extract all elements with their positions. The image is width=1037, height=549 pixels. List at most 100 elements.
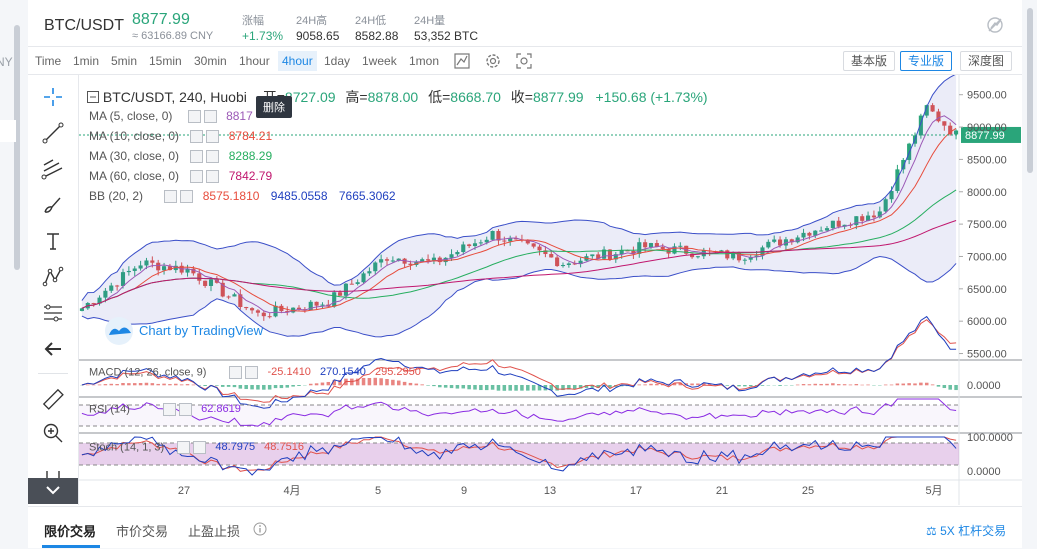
chart-toolbar: Time 1min 5min 15min 30min 1hour 4hour 1…: [28, 47, 1022, 75]
indicator-ma10[interactable]: MA (10, close, 0) 8784.21: [89, 129, 272, 143]
right-scrollbar[interactable]: [1027, 8, 1033, 173]
settings-icon[interactable]: [190, 150, 203, 163]
macd-histogram-bar: [573, 385, 577, 389]
macd-histogram-bar: [133, 383, 137, 385]
time-axis-label: 17: [630, 485, 642, 497]
close-icon[interactable]: [206, 130, 219, 143]
settings-icon[interactable]: [177, 441, 190, 454]
indicator-label: MACD (12, 26, close, 9): [89, 366, 206, 378]
low-label: 低=: [428, 89, 450, 105]
macd-histogram-bar: [907, 383, 911, 385]
time-axis-label: 25: [802, 485, 814, 497]
close-icon[interactable]: [204, 110, 217, 123]
macd-histogram-bar: [250, 385, 254, 389]
timeframe-30min[interactable]: 30min: [194, 54, 227, 68]
macd-histogram-bar: [244, 385, 248, 389]
indicators-icon[interactable]: [452, 51, 472, 71]
macd-histogram-bar: [397, 381, 401, 386]
brush-icon[interactable]: [41, 193, 65, 217]
indicator-ma60[interactable]: MA (60, close, 0) 7842.79: [89, 169, 272, 183]
timeframe-1hour[interactable]: 1hour: [239, 54, 270, 68]
high-label: 高=: [345, 89, 367, 105]
pattern-icon[interactable]: [41, 265, 65, 289]
macd-histogram-bar: [473, 385, 477, 390]
trading-panel: BTC/USDT 8877.99 ≈ 63166.89 CNY 涨幅 +1.73…: [28, 0, 1022, 548]
macd-histogram-bar: [902, 384, 906, 386]
settings-icon[interactable]: [190, 130, 203, 143]
info-icon[interactable]: [253, 522, 267, 536]
timeframe-4hour[interactable]: 4hour: [278, 51, 317, 71]
fib-retracement-icon[interactable]: [41, 157, 65, 181]
close-icon[interactable]: [193, 441, 206, 454]
tab-market-order[interactable]: 市价交易: [116, 521, 168, 540]
macd-histogram-bar: [643, 384, 647, 385]
collapse-toolbar-button[interactable]: [28, 478, 78, 504]
price-axis-label: 6000.00: [967, 316, 1007, 328]
indicator-ma30[interactable]: MA (30, close, 0) 8288.29: [89, 149, 272, 163]
indicator-rsi[interactable]: RSI (14) 62.8619: [89, 403, 241, 416]
macd-histogram-bar: [121, 383, 125, 385]
stat-value-low: 8582.88: [355, 29, 398, 43]
macd-histogram-bar: [456, 385, 460, 389]
indicator-stoch[interactable]: Stoch (14, 1, 3) 48.7975 48.7516: [89, 441, 304, 454]
price-axis-label: 9000.00: [967, 122, 1007, 134]
zoom-in-icon[interactable]: [41, 421, 65, 445]
macd-histogram-bar: [485, 385, 489, 390]
chart-settings-off-icon[interactable]: [986, 16, 1004, 34]
settings-icon[interactable]: [164, 190, 177, 203]
view-pro-button[interactable]: 专业版: [900, 51, 952, 71]
settings-icon[interactable]: [190, 170, 203, 183]
ruler-icon[interactable]: [41, 387, 65, 411]
settings-icon[interactable]: [229, 366, 242, 379]
close-icon[interactable]: [206, 150, 219, 163]
timeframe-1week[interactable]: 1week: [362, 54, 397, 68]
text-tool-icon[interactable]: [41, 229, 65, 253]
view-depth-button[interactable]: 深度图: [960, 51, 1012, 71]
price-axis-label: 8500.00: [967, 154, 1007, 166]
screenshot-icon[interactable]: [514, 51, 534, 71]
close-icon[interactable]: [206, 170, 219, 183]
prediction-icon[interactable]: [41, 301, 65, 325]
macd-histogram-bar: [884, 385, 888, 386]
indicator-label: RSI (14): [89, 403, 130, 415]
macd-histogram-bar: [391, 380, 395, 385]
leverage-link[interactable]: ⚖ 5X 杠杆交易: [926, 522, 1006, 539]
gear-icon[interactable]: [483, 51, 503, 71]
indicator-macd[interactable]: MACD (12, 26, close, 9) -25.1410 270.154…: [89, 366, 421, 379]
timeframe-1min[interactable]: 1min: [73, 54, 99, 68]
settings-icon[interactable]: [188, 110, 201, 123]
left-scrollbar[interactable]: [14, 25, 20, 270]
close-icon[interactable]: [180, 190, 193, 203]
settings-icon[interactable]: [163, 403, 176, 416]
price-axis-label: 7500.00: [967, 219, 1007, 231]
macd-histogram-bar: [291, 385, 295, 387]
macd-histogram-bar: [215, 385, 219, 386]
macd-histogram-bar: [321, 383, 325, 386]
indicator-bb[interactable]: BB (20, 2) 8575.1810 9485.0558 7665.3062: [89, 189, 396, 203]
timeframe-15min[interactable]: 15min: [149, 54, 182, 68]
trend-line-icon[interactable]: [41, 121, 65, 145]
macd-histogram-bar: [432, 385, 436, 386]
close-icon[interactable]: [245, 366, 258, 379]
drawing-toolbar: [28, 75, 79, 505]
tab-stop-order[interactable]: 止盈止损: [188, 521, 240, 540]
back-arrow-icon[interactable]: [41, 337, 65, 361]
tradingview-watermark: Chart by TradingView: [139, 323, 264, 338]
timeframe-time[interactable]: Time: [35, 54, 61, 68]
timeframe-5min[interactable]: 5min: [111, 54, 137, 68]
timeframe-1day[interactable]: 1day: [324, 54, 350, 68]
timeframe-1mon[interactable]: 1mon: [409, 54, 439, 68]
macd-histogram-bar: [467, 385, 471, 389]
indicator-ma5[interactable]: MA (5, close, 0) 8817: [89, 109, 253, 123]
view-basic-button[interactable]: 基本版: [843, 51, 895, 71]
macd-histogram-bar: [849, 385, 853, 386]
indicator-label: Stoch (14, 1, 3): [89, 441, 164, 453]
macd-histogram-bar: [104, 384, 108, 385]
time-axis-label: 21: [716, 485, 728, 497]
macd-value: -25.1410: [268, 366, 311, 378]
close-icon[interactable]: [179, 403, 192, 416]
tab-limit-order[interactable]: 限价交易: [44, 521, 96, 540]
crosshair-icon[interactable]: [41, 85, 65, 109]
collapse-legend-icon[interactable]: [87, 91, 99, 103]
